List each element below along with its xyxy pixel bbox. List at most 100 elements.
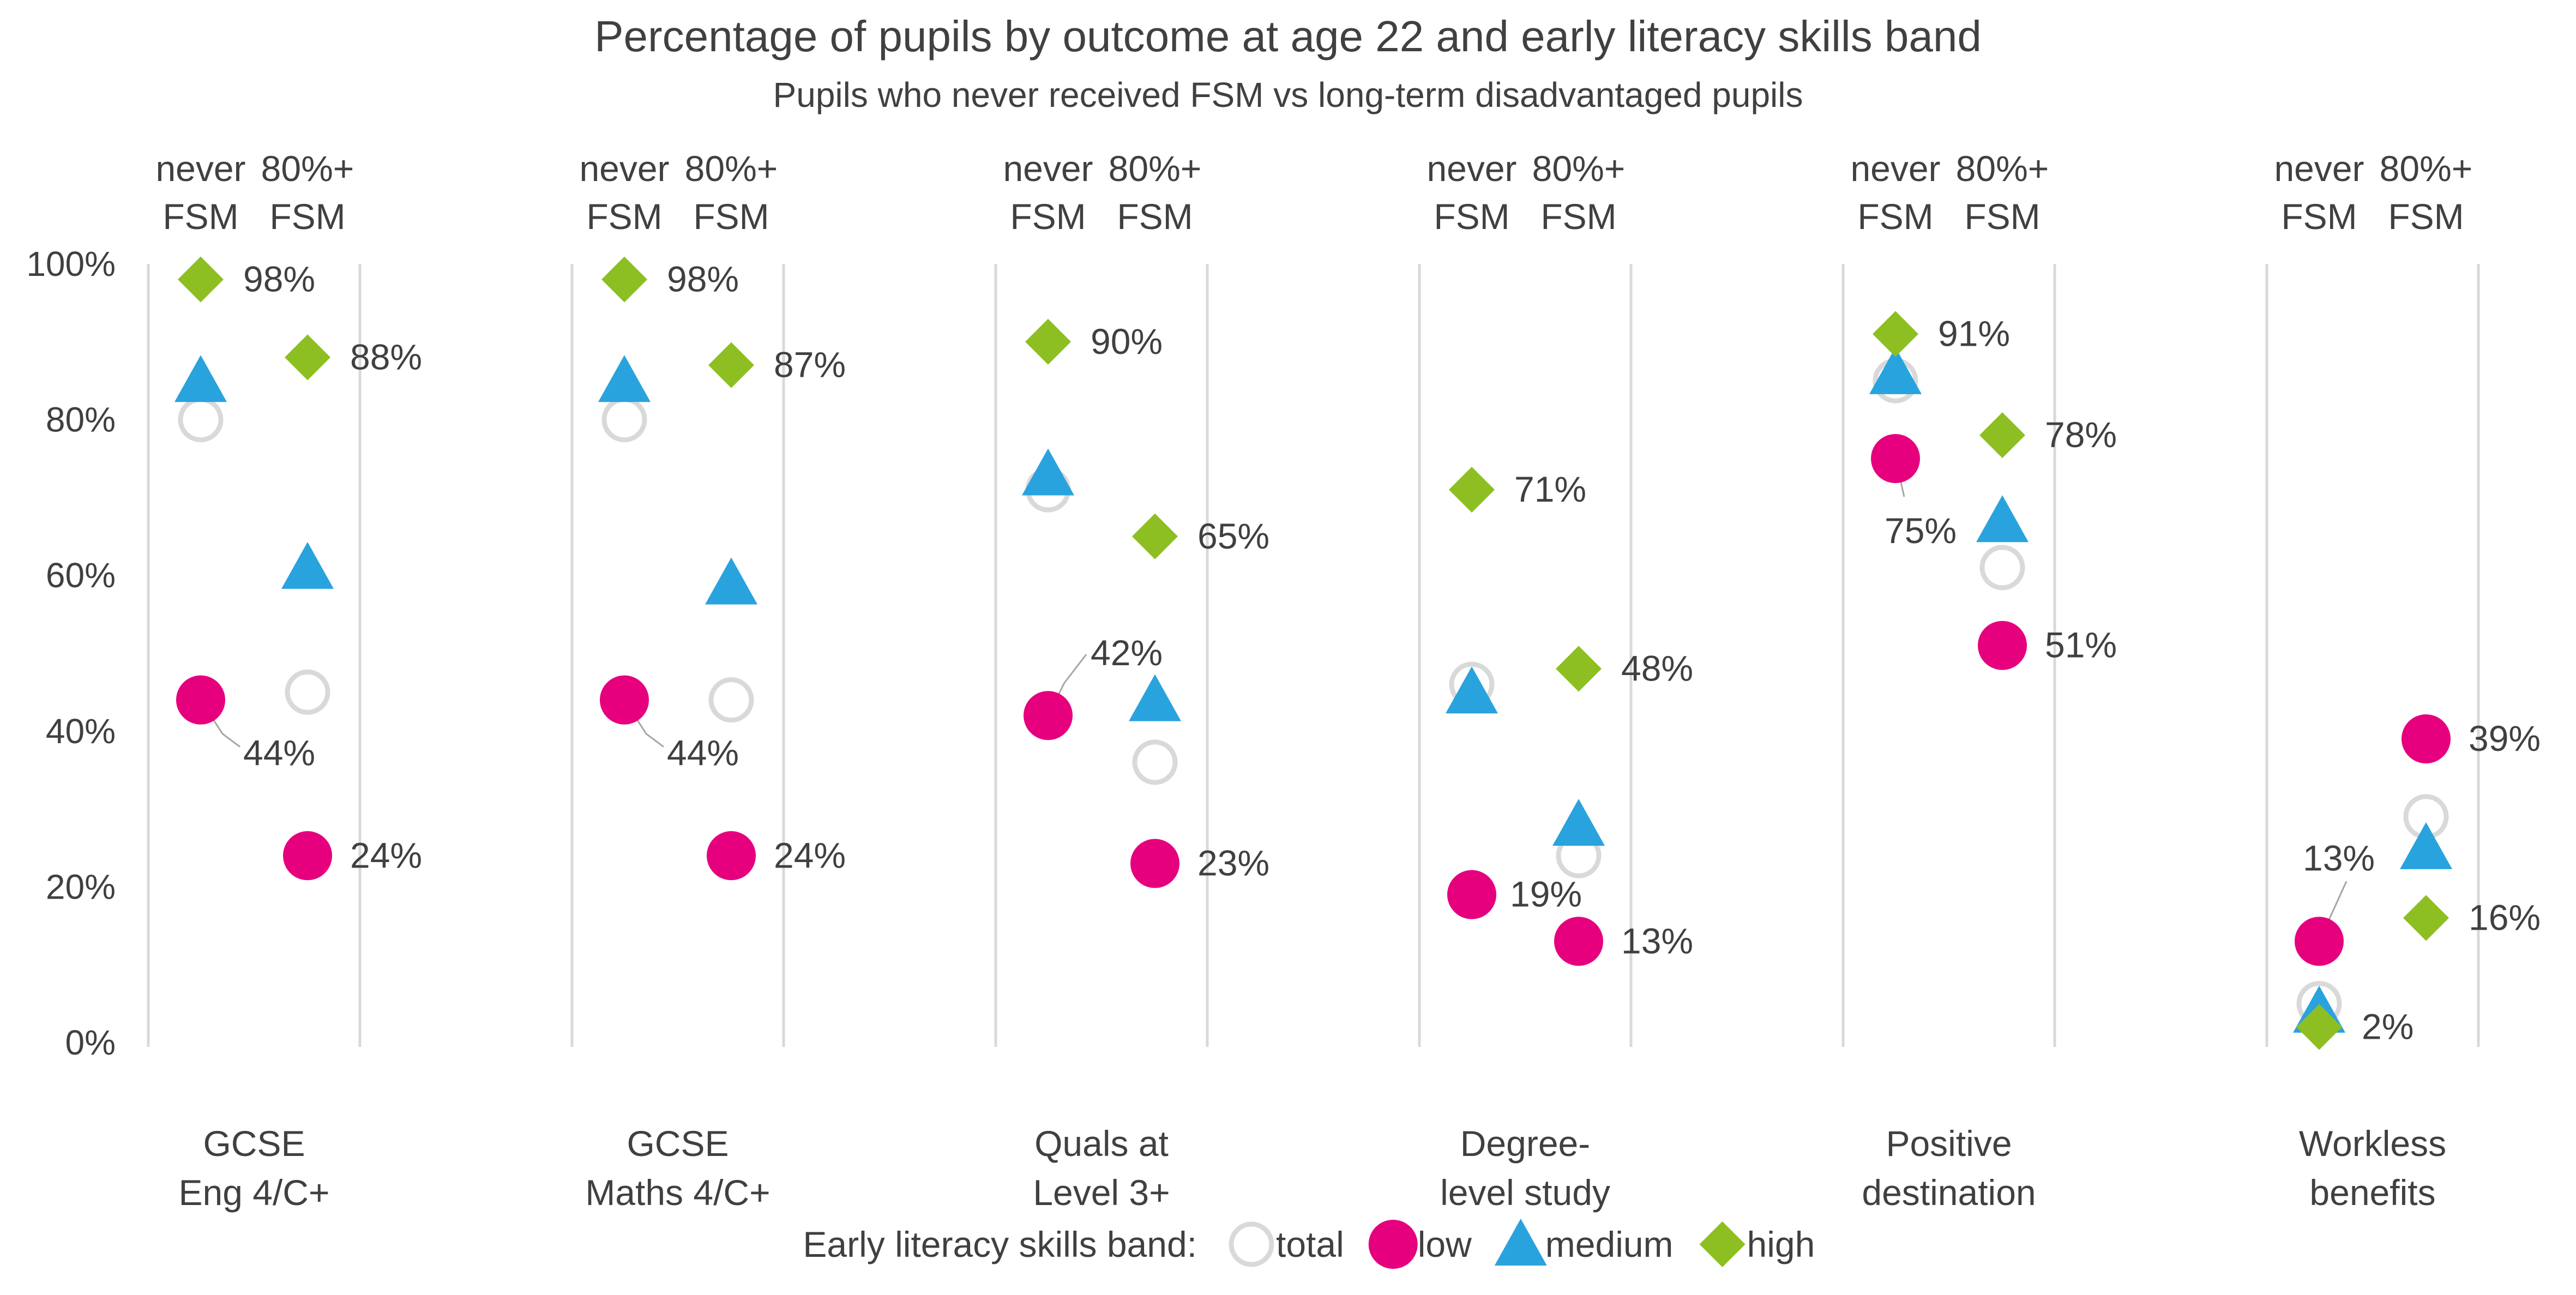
group-label-line2: FSM xyxy=(1964,196,2040,237)
data-label: 39% xyxy=(2469,718,2541,758)
category-labels: GCSE Eng 4/C+ GCSE Maths 4/C+ Quals at Level … xyxy=(178,1123,2446,1213)
marker-high xyxy=(1449,467,1495,513)
marker-total xyxy=(708,677,754,723)
category-label-line2: destination xyxy=(1862,1172,2036,1213)
group-label-line1: 80%+ xyxy=(1109,148,1202,189)
marker-high xyxy=(1025,318,1071,365)
group-label-line2: FSM xyxy=(1857,196,1933,237)
y-tick-label: 40% xyxy=(46,712,116,751)
marker-high xyxy=(708,342,754,388)
data-label: 98% xyxy=(667,259,739,299)
marker-medium xyxy=(281,541,334,589)
legend-marker-high xyxy=(1699,1221,1746,1267)
marker-low xyxy=(2295,917,2344,966)
data-label: 51% xyxy=(2045,625,2117,665)
legend-marker-low xyxy=(1368,1220,1418,1269)
data-label: 75% xyxy=(1885,510,1957,551)
marker-total xyxy=(601,397,647,443)
data-label: 13% xyxy=(2303,838,2375,878)
marker-high xyxy=(178,256,224,303)
data-label: 98% xyxy=(243,259,315,299)
data-label: 19% xyxy=(1510,874,1582,914)
marker-low xyxy=(1024,691,1073,740)
marker-low xyxy=(1871,434,1920,483)
legend-marker-total xyxy=(1229,1221,1274,1267)
group-label-line2: FSM xyxy=(269,196,345,237)
data-label: 71% xyxy=(1514,469,1586,509)
marker-medium xyxy=(1446,666,1498,714)
data-label: 13% xyxy=(1621,920,1693,961)
legend-label-high: high xyxy=(1747,1224,1815,1264)
data-label: 78% xyxy=(2045,414,2117,455)
marker-total xyxy=(1132,739,1178,785)
y-tick-label: 60% xyxy=(46,556,116,595)
group-label-line1: never xyxy=(2274,148,2364,189)
group-label-line1: never xyxy=(579,148,669,189)
marker-low xyxy=(1554,917,1603,966)
category-label-line1: Quals at xyxy=(1034,1123,1169,1164)
data-label: 48% xyxy=(1621,648,1693,689)
marker-high xyxy=(1556,646,1602,692)
marker-low xyxy=(1978,621,2027,670)
group-label-line1: never xyxy=(1850,148,1940,189)
chart-title: Percentage of pupils by outcome at age 2… xyxy=(594,12,1982,61)
group-label-line1: 80%+ xyxy=(685,148,778,189)
data-label: 87% xyxy=(774,345,846,385)
data-label: 24% xyxy=(350,835,422,875)
category-label-line2: Level 3+ xyxy=(1033,1172,1170,1213)
separators xyxy=(147,264,2480,1047)
marker-high xyxy=(1979,412,2025,459)
marker-total xyxy=(285,669,330,715)
marker-low xyxy=(1447,870,1496,919)
legend-title: Early literacy skills band: xyxy=(803,1224,1197,1264)
group-label-line1: 80%+ xyxy=(1956,148,2049,189)
marker-low xyxy=(1130,839,1179,888)
markers xyxy=(174,256,2452,1050)
y-tick-label: 100% xyxy=(26,244,116,284)
marker-high xyxy=(601,256,647,303)
marker-high xyxy=(1132,513,1178,559)
group-labels: never FSM 80%+ FSM never FSM 80%+ FSM never FSM 80… xyxy=(155,148,2472,237)
data-label: 90% xyxy=(1091,321,1163,362)
category-label-line1: Positive xyxy=(1886,1123,2012,1164)
legend-marker-medium xyxy=(1494,1219,1547,1266)
group-label-line1: never xyxy=(1427,148,1516,189)
marker-low xyxy=(600,675,649,725)
marker-medium xyxy=(174,355,227,402)
legend-label-medium: medium xyxy=(1545,1224,1674,1264)
group-label-line2: FSM xyxy=(2388,196,2464,237)
category-label-line1: GCSE xyxy=(627,1123,729,1164)
marker-medium xyxy=(1129,674,1181,721)
group-label-line2: FSM xyxy=(693,196,769,237)
marker-low xyxy=(707,831,756,881)
marker-medium xyxy=(1552,799,1605,846)
y-tick-label: 80% xyxy=(46,400,116,439)
marker-total xyxy=(1979,545,2025,591)
data-labels: 98% 88% 44% 24% 98% 87% 44% 24% 90% 65% 42% 23% 71% 4… xyxy=(243,259,2541,1047)
group-label-line1: never xyxy=(155,148,245,189)
data-label: 44% xyxy=(667,733,739,773)
category-label-line2: Maths 4/C+ xyxy=(585,1172,770,1213)
chart-subtitle: Pupils who never received FSM vs long-te… xyxy=(773,75,1803,115)
group-label-line2: FSM xyxy=(1117,196,1193,237)
marker-high xyxy=(2403,895,2449,941)
category-label-line1: Workless xyxy=(2299,1123,2446,1164)
group-label-line2: FSM xyxy=(1540,196,1616,237)
marker-medium xyxy=(598,355,651,402)
marker-high xyxy=(285,334,330,381)
group-label-line1: 80%+ xyxy=(261,148,354,189)
data-label: 44% xyxy=(243,733,315,773)
marker-high xyxy=(1873,311,1918,357)
data-label: 42% xyxy=(1091,633,1163,673)
y-tick-label: 20% xyxy=(46,867,116,906)
group-label-line2: FSM xyxy=(586,196,662,237)
data-label: 91% xyxy=(1938,314,2010,354)
group-label-line2: FSM xyxy=(162,196,238,237)
legend-label-low: low xyxy=(1418,1224,1472,1264)
category-label-line2: benefits xyxy=(2309,1172,2435,1213)
group-label-line2: FSM xyxy=(2281,196,2357,237)
marker-medium xyxy=(1976,495,2029,543)
marker-medium xyxy=(1869,347,1922,394)
data-label: 24% xyxy=(774,835,846,875)
